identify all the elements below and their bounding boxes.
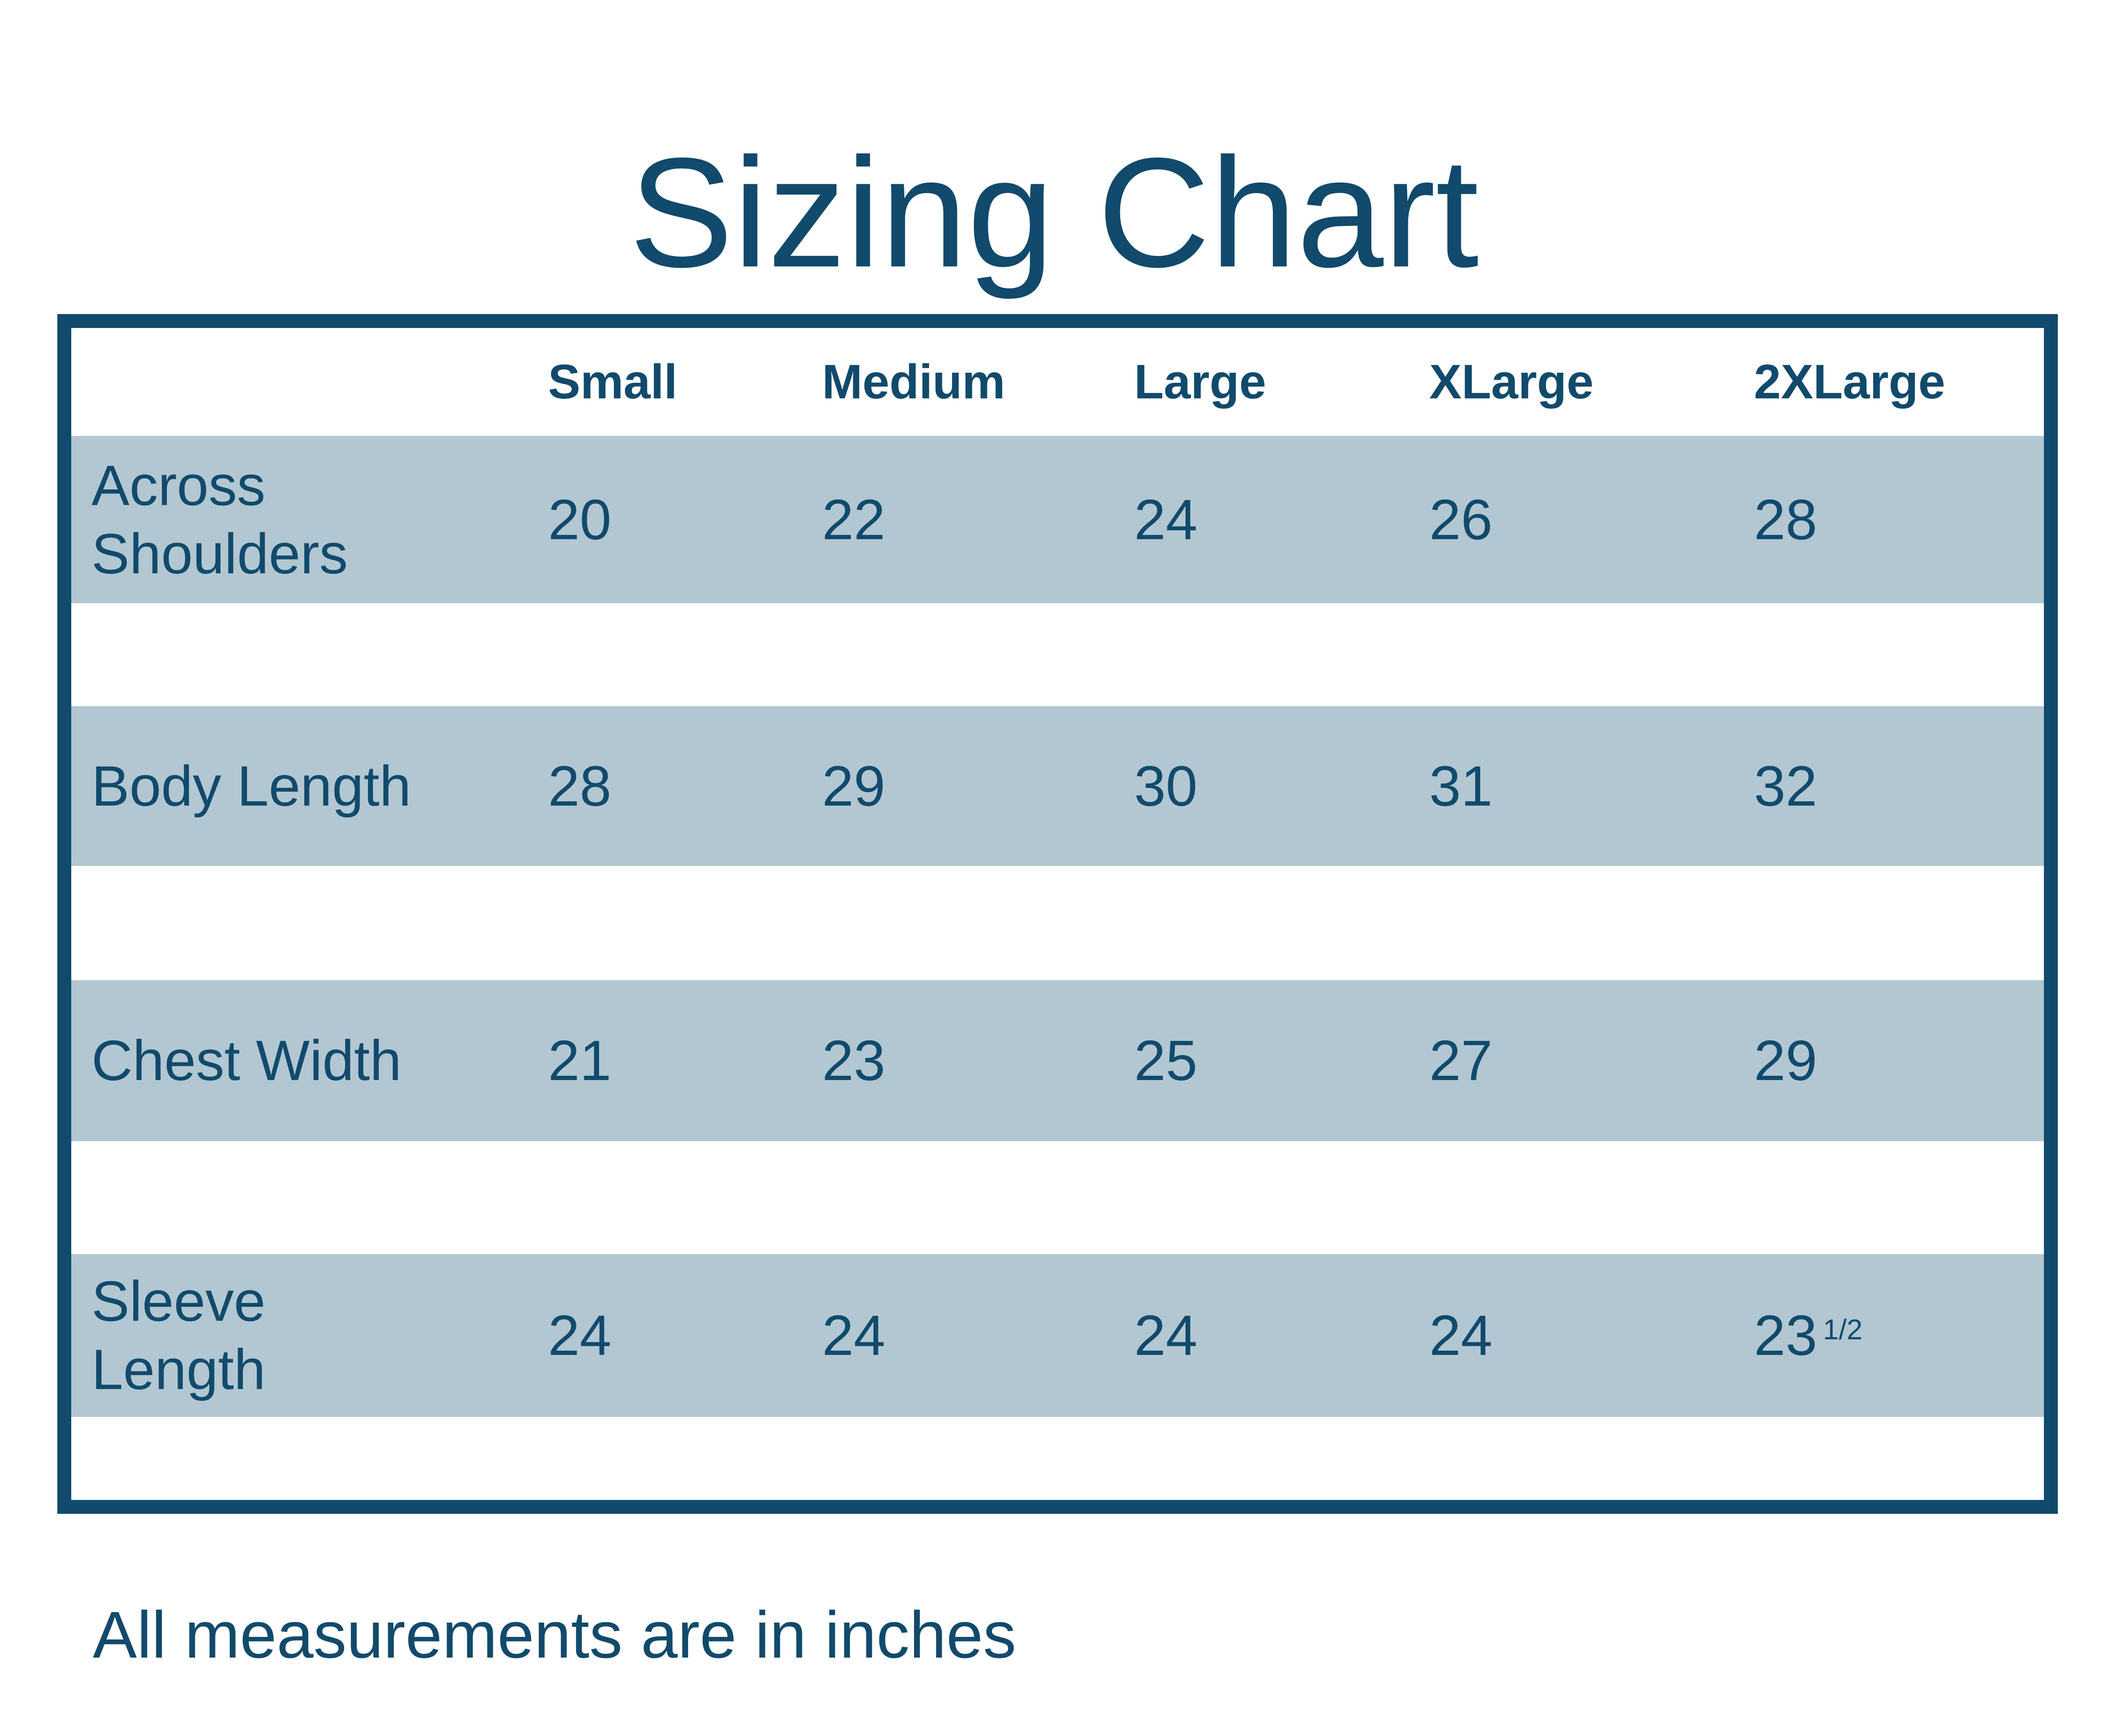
cell-sleeve-length-xlarge: 24 xyxy=(1429,1303,1493,1367)
row-label-text: Sleeve Length xyxy=(91,1269,266,1401)
cell-across-shoulders-2xlarge: 28 xyxy=(1754,487,1818,551)
cell-body-length-small: 28 xyxy=(548,754,612,818)
table-row-body-length: Body Length 28 29 30 31 32 xyxy=(71,706,2044,866)
cell-chest-width-large: 25 xyxy=(1134,1029,1198,1092)
cell-across-shoulders-medium: 22 xyxy=(822,487,885,551)
table-row-chest-width: Chest Width 21 23 25 27 29 xyxy=(71,980,2044,1141)
cell-across-shoulders-large: 24 xyxy=(1134,487,1198,551)
cell-chest-width-2xlarge: 29 xyxy=(1754,1029,1818,1092)
cell-sleeve-length-large: 24 xyxy=(1134,1303,1198,1367)
row-label-across-shoulders: Across Shoulders xyxy=(71,451,548,588)
row-spacer xyxy=(71,603,2044,706)
header-cell-medium: Medium xyxy=(822,355,1006,409)
cell-across-shoulders-small: 20 xyxy=(548,487,612,551)
cell-sleeve-length-medium: 24 xyxy=(822,1303,885,1367)
cell-chest-width-medium: 23 xyxy=(822,1029,885,1092)
cell-sleeve-length-2xlarge: 23 1/2 xyxy=(1754,1301,2044,1370)
cell-body-length-medium: 29 xyxy=(822,754,885,818)
header-cell-large: Large xyxy=(1134,355,1266,409)
row-label-body-length: Body Length xyxy=(71,752,548,820)
header-cell-2xlarge: 2XLarge xyxy=(1754,355,1945,409)
cell-body-length-large: 30 xyxy=(1134,754,1198,818)
cell-across-shoulders-xlarge: 26 xyxy=(1429,487,1493,551)
row-label-text: Body Length xyxy=(91,754,411,818)
table-row-sleeve-length: Sleeve Length 24 24 24 24 23 1/2 xyxy=(71,1254,2044,1417)
sizing-table: Small Medium Large XLarge 2XLarge Across… xyxy=(57,314,2058,1514)
footnote: All measurements are in inches xyxy=(93,1598,1016,1672)
row-spacer xyxy=(71,866,2044,980)
cell-value-whole: 23 xyxy=(1754,1303,1818,1367)
table-row-across-shoulders: Across Shoulders 20 22 24 26 28 xyxy=(71,436,2044,603)
row-label-text: Chest Width xyxy=(91,1029,402,1092)
cell-body-length-xlarge: 31 xyxy=(1429,754,1493,818)
row-label-chest-width: Chest Width xyxy=(71,1027,548,1095)
page-title: Sizing Chart xyxy=(629,126,1479,300)
table-header-row: Small Medium Large XLarge 2XLarge xyxy=(71,328,2044,436)
cell-body-length-2xlarge: 32 xyxy=(1754,754,1818,818)
row-label-sleeve-length: Sleeve Length xyxy=(71,1267,548,1404)
fraction-superscript: 1/2 xyxy=(1823,1314,1863,1346)
row-spacer xyxy=(71,1141,2044,1254)
row-label-text: Across Shoulders xyxy=(91,453,348,586)
header-cell-xlarge: XLarge xyxy=(1429,355,1594,409)
cell-sleeve-length-small: 24 xyxy=(548,1303,612,1367)
cell-chest-width-small: 21 xyxy=(548,1029,612,1092)
cell-chest-width-xlarge: 27 xyxy=(1429,1029,1493,1092)
header-cell-small: Small xyxy=(548,355,678,409)
